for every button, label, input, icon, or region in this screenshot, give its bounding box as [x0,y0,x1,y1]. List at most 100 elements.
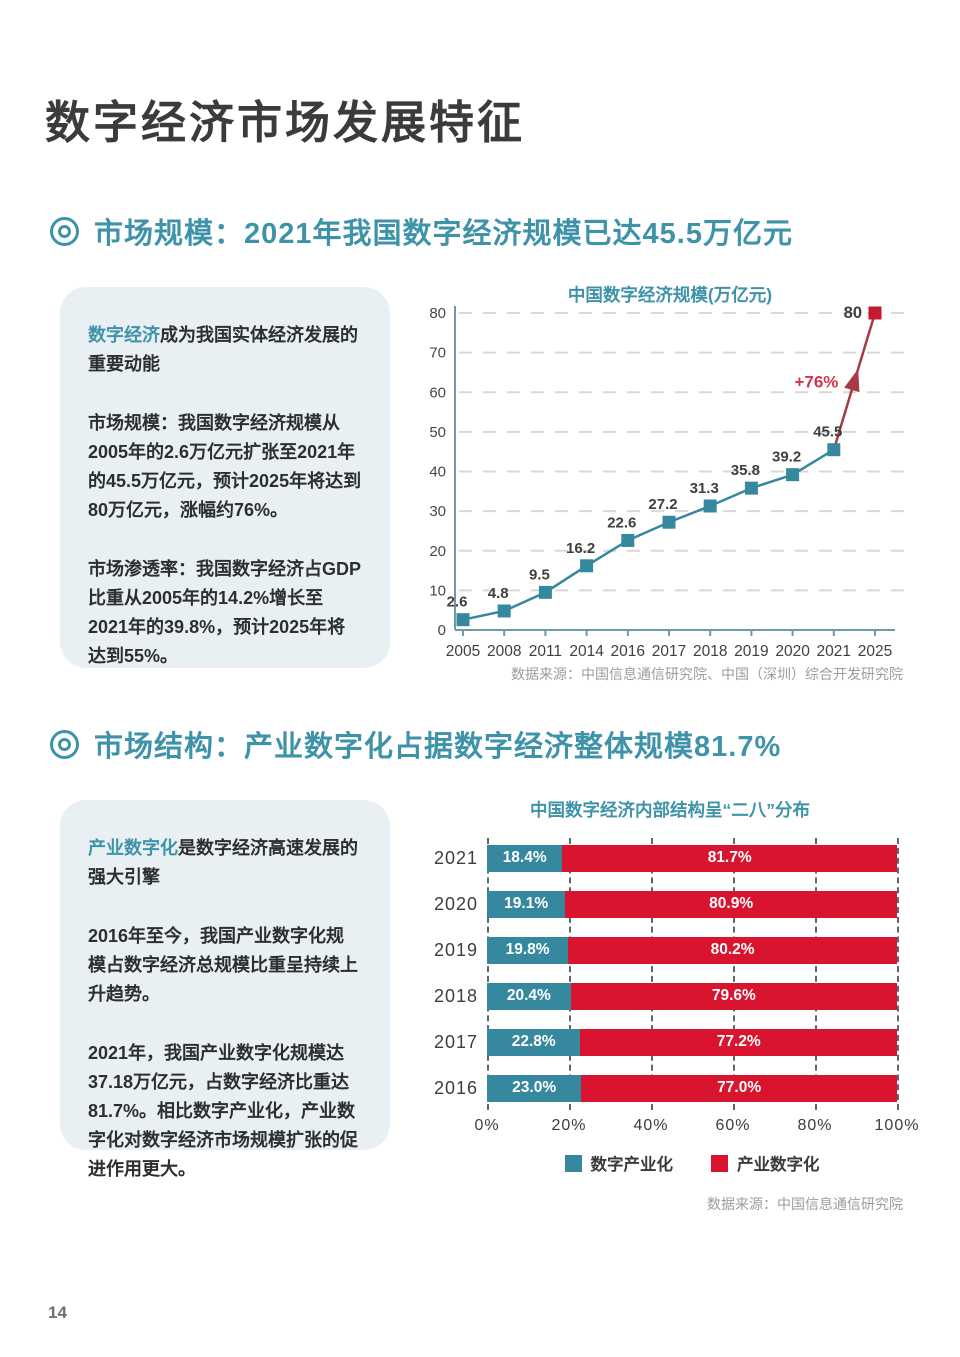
bar-track: 18.4% 81.7% [487,844,897,872]
x-gridline [815,838,817,1110]
bar-year-label: 2018 [433,985,478,1006]
x-tick-label: 0% [474,1117,500,1134]
data-point-label: 45.5 [813,424,842,441]
data-point-marker [827,443,841,457]
bar-year-label: 2020 [433,893,478,914]
section-header-market-scale: 市场规模：2021年我国数字经济规模已达45.5万亿元 [50,210,793,252]
data-point-marker [703,499,717,513]
x-tick-label: 2008 [487,643,521,660]
line-chart-canvas: 0 10 20 30 40 50 60 70 80 2005 2008 2011 2014 2016 201… [429,304,905,660]
x-gridline [651,838,653,1110]
bar-row: 2020 19.1% 80.9% [420,890,897,918]
line-chart-title: 中国数字经济规模(万亿元) [567,285,773,305]
data-point-marker [868,306,882,320]
data-point-label: 9.5 [529,566,550,583]
y-tick-label: 80 [429,305,446,322]
bar-chart-legend: 数字产业化 产业数字化 [487,1151,897,1175]
x-tick-label: 2016 [611,643,645,660]
data-point-marker [456,613,470,627]
bar-year-label: 2021 [433,847,478,868]
section-title: 市场结构：产业数字化占据数字经济整体规模81.7% [94,731,782,763]
legend-item: 数字产业化 [564,1151,674,1175]
bar-segment-industry-digitalization: 79.6% [570,982,897,1010]
bar-segment-industry-digitalization: 77.0% [581,1074,897,1102]
data-point-marker [621,533,635,547]
x-tick-label: 2005 [446,643,480,660]
lead-term: 市场规模： [88,413,178,433]
bar-segment-digital-industrialization: 18.4% [487,844,563,872]
bar-segment-digital-industrialization: 19.8% [487,936,569,964]
data-point-label: 31.3 [690,480,719,497]
data-point-marker [786,468,800,482]
bar-year-label: 2016 [433,1077,478,1098]
bar-track: 23.0% 77.0% [487,1074,897,1102]
bar-segment-industry-digitalization: 80.2% [568,936,897,964]
lead-term: 2021年，我国产业数字化规模达37.18万亿元，占数字经济比重达81.7%。 [88,1043,350,1121]
legend-label: 数字产业化 [590,1156,674,1174]
bar-year-label: 2017 [433,1031,478,1052]
y-tick-label: 0 [438,622,446,639]
highlight-term: 产业数字化 [88,838,178,858]
x-tick-label: 80% [797,1117,833,1134]
growth-arrow-icon [844,368,860,393]
line-chart-source-note: 数据来源：中国信息通信研究院、中国（深圳）综合开发研究院 [511,666,903,682]
x-tick-label: 2019 [734,643,768,660]
bar-track: 22.8% 77.2% [487,1028,897,1056]
data-point-marker [580,559,594,573]
data-point-label: 35.8 [731,462,760,479]
digital-economy-scale-line-chart: 中国数字经济规模(万亿元) 0 10 20 30 40 50 60 70 80 2005 2008 2… [420,278,920,678]
x-tick-label: 2018 [693,643,727,660]
bullseye-inner-ring [58,737,71,751]
x-tick-label: 2017 [652,643,686,660]
x-tick-label: 60% [715,1117,751,1134]
bar-segment-industry-digitalization: 81.7% [562,844,897,872]
bar-segment-digital-industrialization: 22.8% [487,1028,581,1056]
x-tick-label: 2020 [775,643,810,660]
x-gridline [487,838,489,1110]
bar-year-label: 2019 [433,939,478,960]
y-tick-label: 10 [429,582,446,599]
bar-segment-industry-digitalization: 77.2% [580,1028,897,1056]
data-point-label: 22.6 [607,514,636,531]
paragraph-text: 我国数字经济占GDP比重从2005年的14.2%增长至2021年的39.8%，预… [88,559,362,666]
bar-track: 20.4% 79.6% [487,982,897,1010]
highlight-term: 数字经济 [88,325,160,345]
legend-label: 产业数字化 [737,1156,820,1174]
data-point-label: 4.8 [488,585,509,602]
bar-segment-industry-digitalization: 80.9% [565,890,897,918]
data-point-marker [744,481,758,495]
bar-chart-source-note: 数据来源：中国信息通信研究院 [707,1196,903,1212]
info-paragraph: 市场渗透率：我国数字经济占GDP比重从2005年的14.2%增长至2021年的3… [88,555,362,671]
section-title: 市场规模：2021年我国数字经济规模已达45.5万亿元 [94,218,793,250]
bar-track: 19.8% 80.2% [487,936,897,964]
x-gridline [897,838,899,1110]
y-tick-label: 60 [429,384,446,401]
market-structure-info-card: 产业数字化是数字经济高速发展的强大引擎 2016年至今，我国产业数字化规模占数字… [60,800,390,1179]
lead-term: 市场渗透率： [88,559,196,579]
y-tick-label: 20 [429,543,446,560]
x-tick-label: 100% [874,1117,920,1134]
data-point-label: 39.2 [772,449,801,466]
bullseye-inner-ring [58,224,71,238]
x-tick-label: 2021 [817,643,851,660]
bar-row: 2017 22.8% 77.2% [420,1028,897,1056]
info-paragraph: 2016年至今，我国产业数字化规模占数字经济总规模比重呈持续上升趋势。 [88,922,362,1009]
y-tick-label: 30 [429,503,446,520]
legend-swatch-icon [711,1154,728,1172]
x-tick-label: 2025 [858,643,892,660]
bar-chart-title: 中国数字经济内部结构呈“二八”分布 [530,800,810,820]
historical-line [462,448,835,621]
bullseye-icon [50,729,79,759]
bar-row: 2016 23.0% 77.0% [420,1074,897,1102]
bullseye-icon [50,216,79,246]
data-point-marker [662,515,676,529]
data-point-marker [538,585,552,599]
bar-row: 2018 20.4% 79.6% [420,982,897,1010]
bar-track: 19.1% 80.9% [487,890,897,918]
data-point-label: 2.6 [447,594,468,611]
growth-annotation: +76% [794,372,838,391]
data-point-label: 80 [844,304,862,322]
info-paragraph: 数字经济成为我国实体经济发展的重要动能 [88,321,362,379]
x-gridline [733,838,735,1110]
data-point-label: 16.2 [566,540,595,557]
